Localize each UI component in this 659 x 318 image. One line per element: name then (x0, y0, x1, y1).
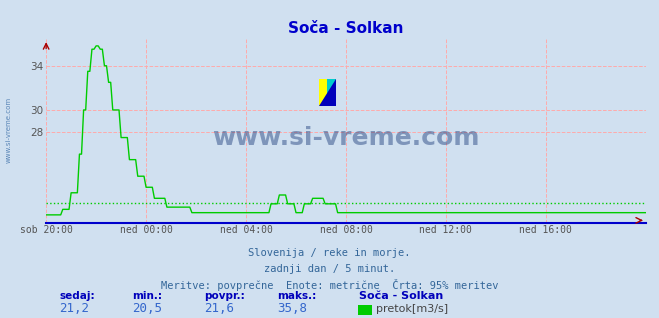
Title: Soča - Solkan: Soča - Solkan (288, 21, 404, 36)
Text: 21,6: 21,6 (204, 302, 235, 315)
Text: 20,5: 20,5 (132, 302, 162, 315)
Bar (328, 79, 336, 107)
Bar (319, 79, 328, 107)
Text: Meritve: povprečne  Enote: metrične  Črta: 95% meritev: Meritve: povprečne Enote: metrične Črta:… (161, 279, 498, 291)
Text: zadnji dan / 5 minut.: zadnji dan / 5 minut. (264, 264, 395, 274)
Text: 35,8: 35,8 (277, 302, 307, 315)
Text: povpr.:: povpr.: (204, 291, 245, 301)
Text: min.:: min.: (132, 291, 162, 301)
Text: Soča - Solkan: Soča - Solkan (359, 291, 444, 301)
Text: maks.:: maks.: (277, 291, 316, 301)
Text: pretok[m3/s]: pretok[m3/s] (376, 304, 447, 314)
Text: www.si-vreme.com: www.si-vreme.com (212, 126, 480, 150)
Text: 21,2: 21,2 (59, 302, 90, 315)
Text: sedaj:: sedaj: (59, 291, 95, 301)
Text: Slovenija / reke in morje.: Slovenija / reke in morje. (248, 248, 411, 258)
Polygon shape (319, 79, 336, 107)
Text: www.si-vreme.com: www.si-vreme.com (5, 97, 12, 163)
